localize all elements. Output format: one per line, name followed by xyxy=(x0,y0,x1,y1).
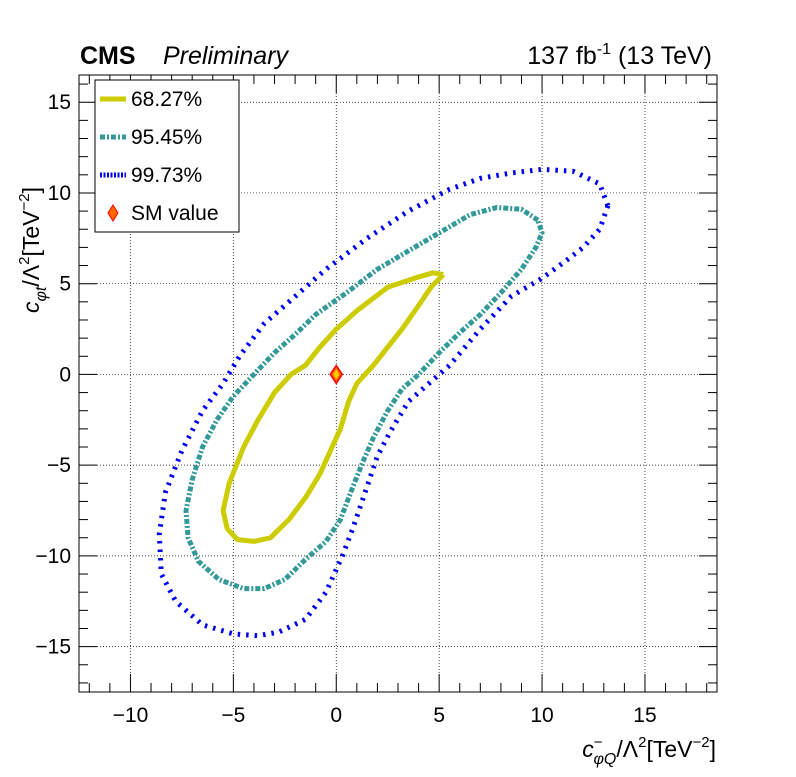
x-axis-title: c− φQ/Λ2[TeV−2] xyxy=(582,734,716,768)
legend-swatch-sm xyxy=(107,204,119,222)
legend-label-95: 95.45% xyxy=(131,126,202,149)
x-tick-label: 10 xyxy=(530,704,553,727)
y-tick-label: 15 xyxy=(48,91,71,114)
y-axis-title: cφt/Λ2[TeV−2] xyxy=(16,187,50,313)
legend-label-99: 99.73% xyxy=(131,164,202,187)
sm-value-marker-core xyxy=(333,369,340,380)
legend-box xyxy=(94,79,240,233)
x-tick-label: 0 xyxy=(330,704,342,727)
x-tick-label: 5 xyxy=(433,704,445,727)
legend-label-sm: SM value xyxy=(131,202,219,225)
status-label: Preliminary xyxy=(163,42,290,70)
y-tick-label: −15 xyxy=(35,636,71,659)
markers-layer xyxy=(329,364,344,385)
contour-line-3 xyxy=(156,166,611,639)
y-tick-label: 5 xyxy=(59,273,71,296)
y-tick-label: 0 xyxy=(59,363,71,386)
tick-labels: −10 −5 0 5 10 15 −15 −10 −5 0 5 10 15 xyxy=(35,91,656,727)
x-tick-label: −10 xyxy=(113,704,149,727)
x-tick-label: 15 xyxy=(633,704,656,727)
contour-series xyxy=(156,166,611,639)
experiment-label: CMS xyxy=(80,42,136,70)
contour-line-2 xyxy=(183,205,545,592)
contour-line-1 xyxy=(220,270,446,544)
legend-label-68: 68.27% xyxy=(131,88,202,111)
legend: 68.27% 95.45% 99.73% SM value xyxy=(94,79,240,233)
y-tick-label: −5 xyxy=(47,454,71,477)
y-tick-label: 10 xyxy=(48,182,71,205)
x-tick-label: −5 xyxy=(221,704,245,727)
y-tick-label: −10 xyxy=(35,545,71,568)
lumi-label: 137 fb-1 (13 TeV) xyxy=(527,41,712,70)
